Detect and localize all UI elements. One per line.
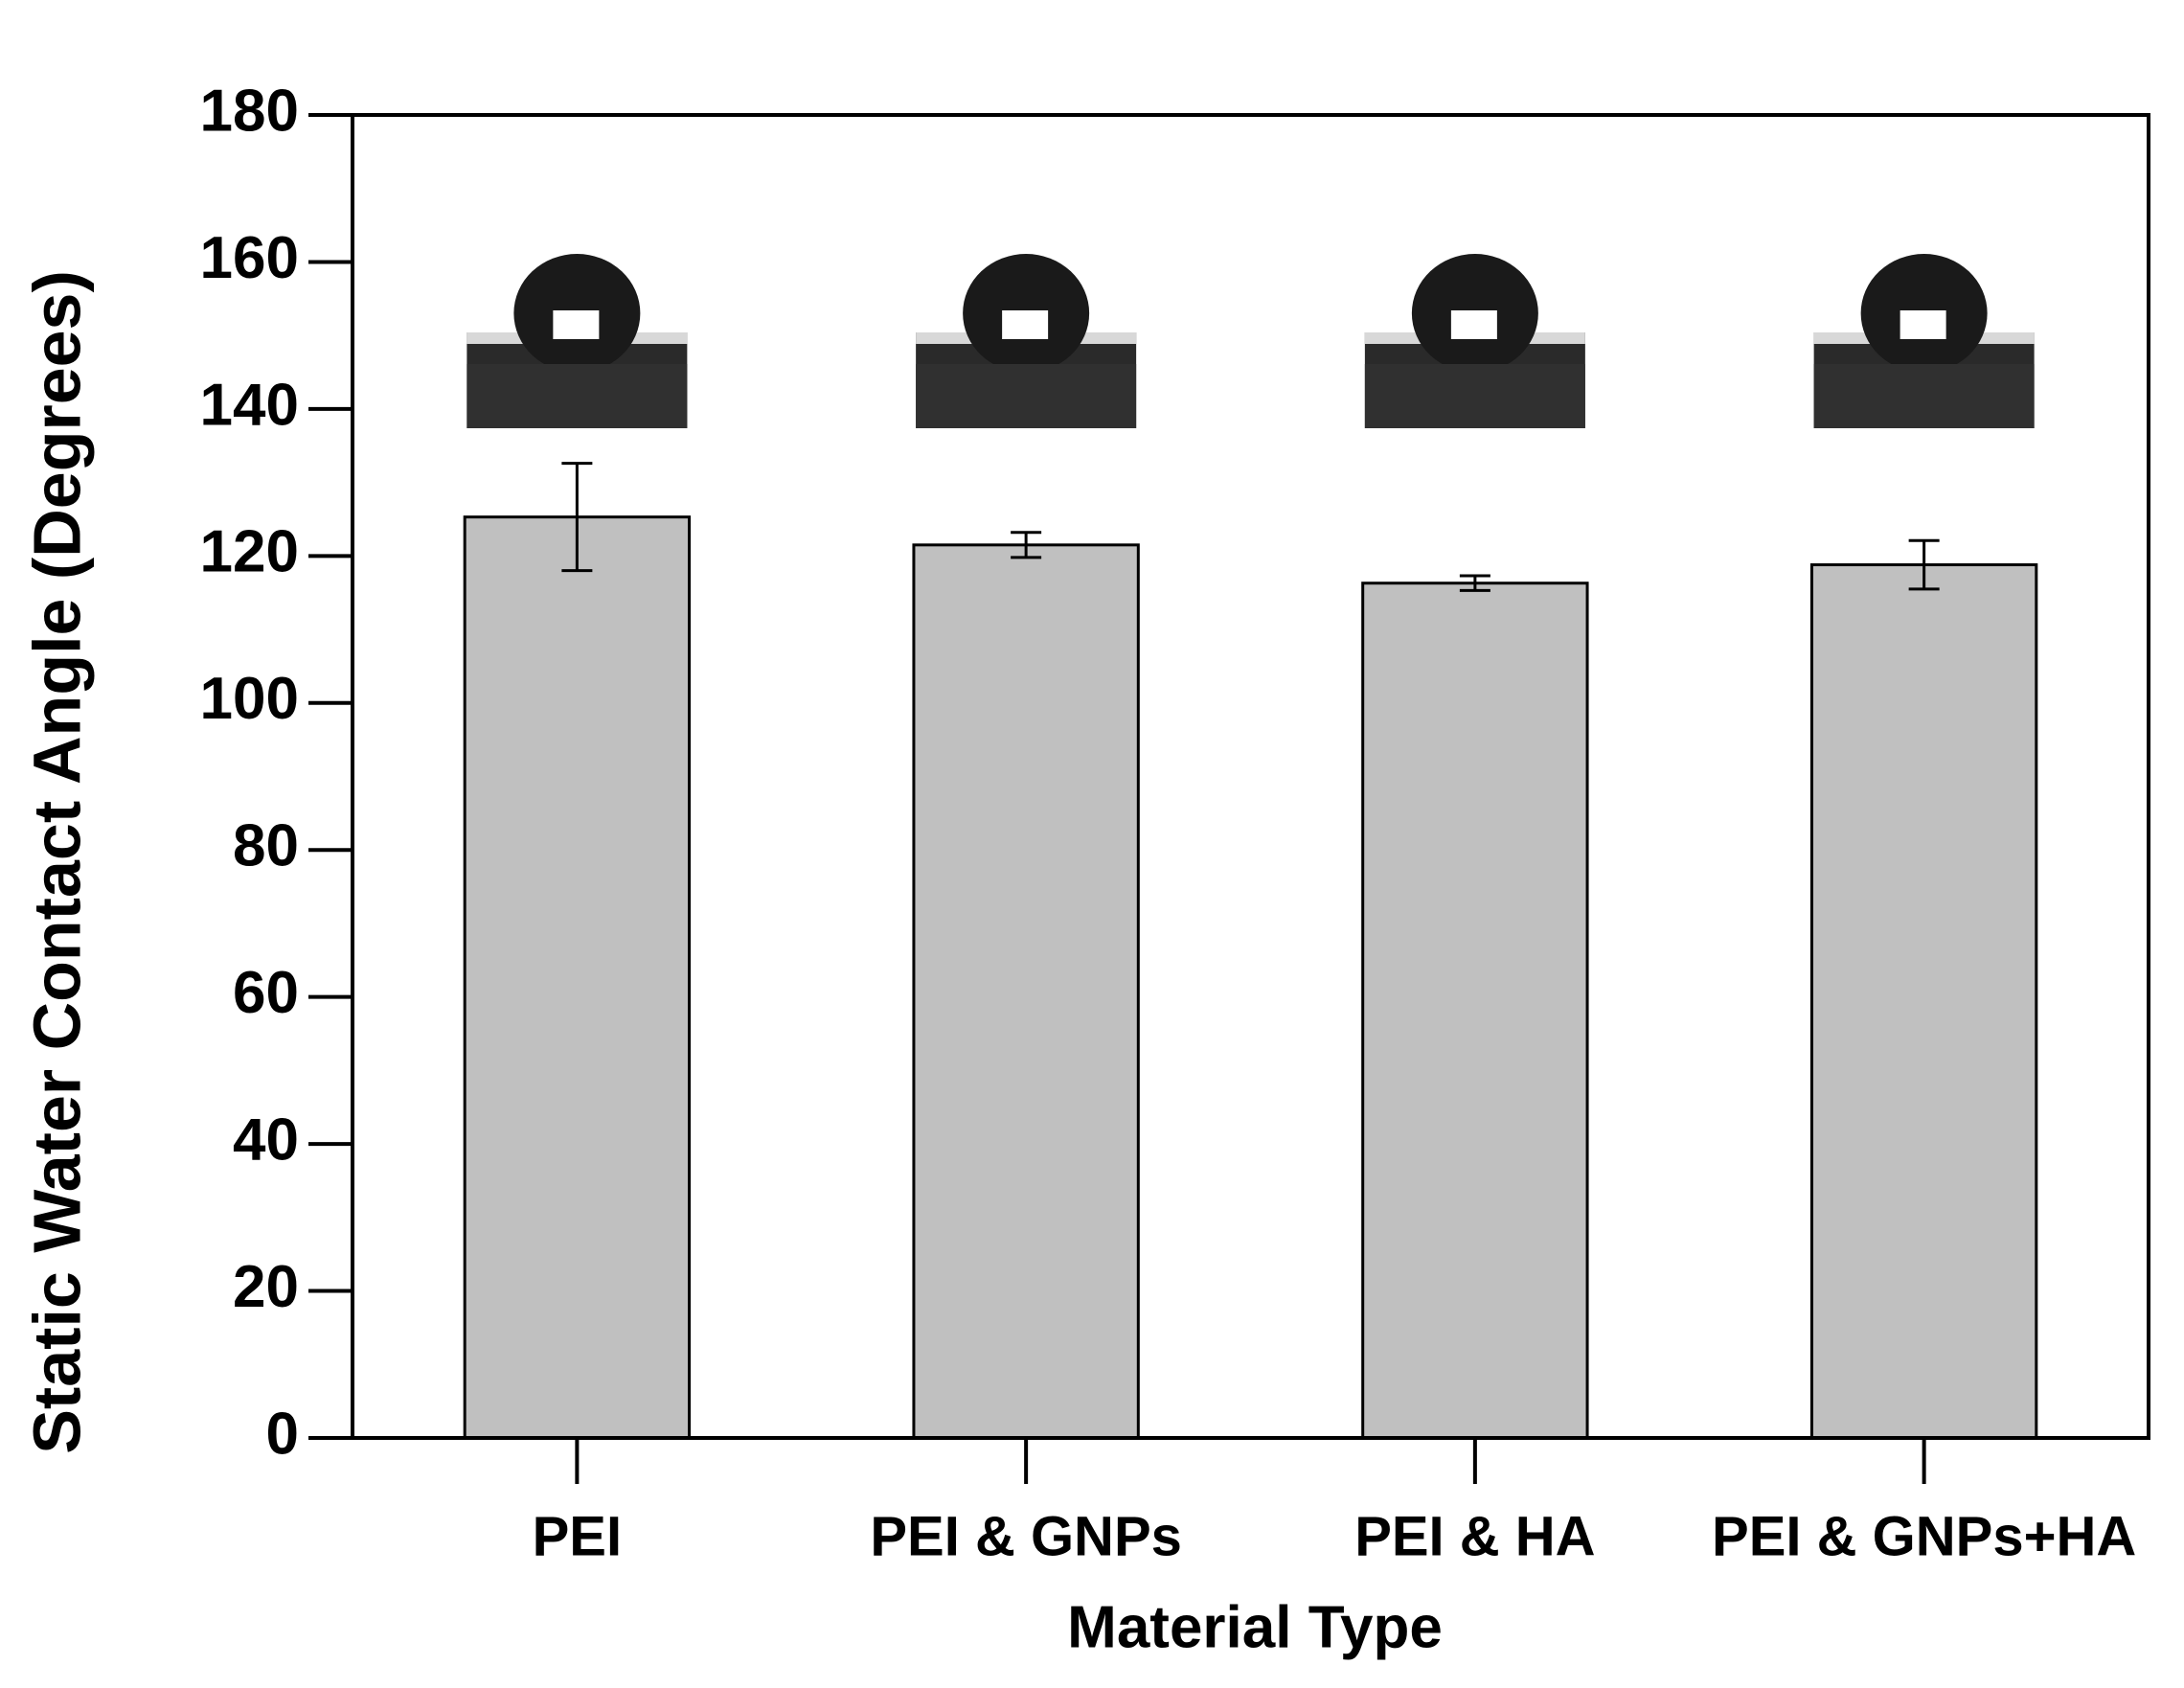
droplet-photo bbox=[466, 251, 688, 428]
photo-surface bbox=[916, 364, 1137, 428]
bar bbox=[463, 515, 692, 1440]
y-tick-label: 20 bbox=[233, 1254, 299, 1320]
photo-surface bbox=[466, 364, 688, 428]
droplet-reflection bbox=[1002, 310, 1049, 339]
y-tick-label: 60 bbox=[233, 960, 299, 1026]
droplet-photo bbox=[1813, 251, 2035, 428]
y-axis-title: Static Water Contact Angle (Degrees) bbox=[19, 270, 94, 1454]
error-bar bbox=[1011, 531, 1042, 559]
error-bar bbox=[1459, 574, 1490, 592]
y-tick-label: 160 bbox=[200, 225, 299, 291]
y-tick-label: 180 bbox=[200, 78, 299, 144]
bar bbox=[1361, 582, 1589, 1440]
bar bbox=[1809, 563, 2038, 1440]
droplet-photo bbox=[916, 251, 1137, 428]
droplet-reflection bbox=[1450, 310, 1497, 339]
y-tick-label: 40 bbox=[233, 1106, 299, 1173]
bar bbox=[912, 543, 1140, 1440]
photo-surface bbox=[1364, 364, 1585, 428]
x-tick-label: PEI & GNPs bbox=[870, 1505, 1182, 1567]
droplet-photo bbox=[1364, 251, 1585, 428]
x-tick-label: PEI bbox=[533, 1505, 623, 1567]
y-tick-label: 80 bbox=[233, 813, 299, 879]
photo-surface bbox=[1813, 364, 2035, 428]
droplet-reflection bbox=[1900, 310, 1946, 339]
plot-frame bbox=[351, 113, 2150, 1440]
x-tick-label: PEI & GNPs+HA bbox=[1712, 1505, 2136, 1567]
error-bar bbox=[1908, 538, 1940, 591]
droplet-reflection bbox=[553, 310, 600, 339]
x-axis-title: Material Type bbox=[1067, 1594, 1443, 1660]
y-tick-label: 100 bbox=[200, 666, 299, 732]
y-tick-label: 0 bbox=[266, 1401, 299, 1467]
error-bar bbox=[561, 462, 593, 573]
x-tick-label: PEI & HA bbox=[1354, 1505, 1595, 1567]
y-tick-label: 140 bbox=[200, 372, 299, 438]
y-tick-label: 120 bbox=[200, 519, 299, 585]
